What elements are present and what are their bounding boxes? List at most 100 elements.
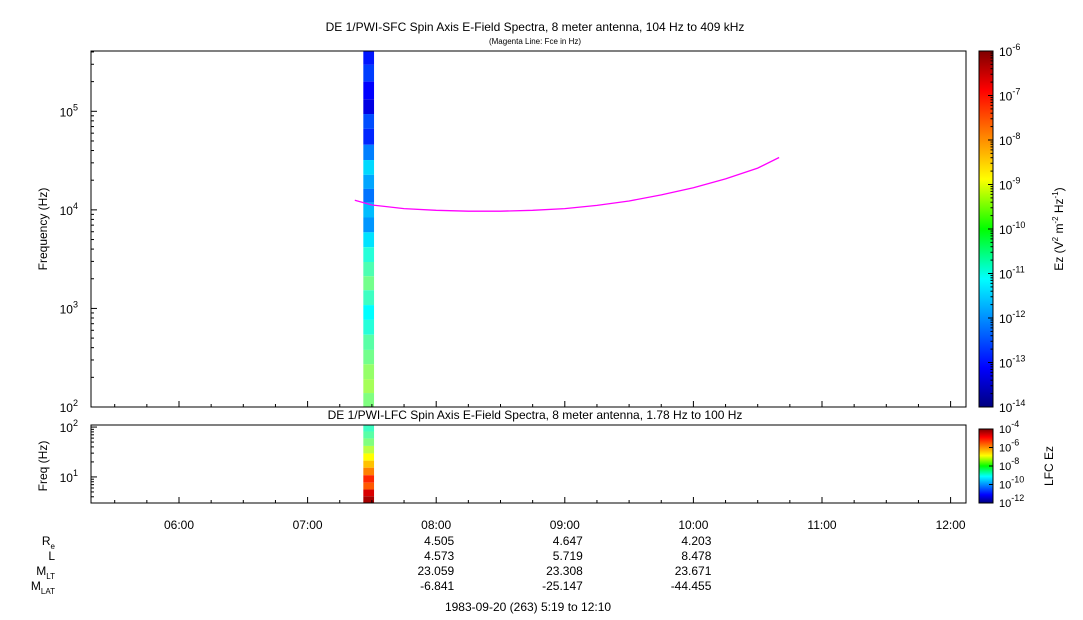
ephemeris-row-label: MLT	[36, 564, 55, 581]
spectrogram-cell	[363, 445, 375, 454]
spectrogram-cell	[363, 393, 375, 407]
bottom-panel-title: DE 1/PWI-LFC Spin Axis E-Field Spectra, …	[328, 408, 743, 422]
bottom-colorbar-label: LFC Ez	[1042, 446, 1056, 486]
x-tick-label: 06:00	[164, 518, 194, 532]
ephemeris-value: -44.455	[671, 579, 712, 593]
bottom-plot-frame	[90, 424, 967, 504]
x-tick-label: 07:00	[293, 518, 323, 532]
spectrogram-cell	[363, 217, 375, 233]
x-axis-ticks: 06:00 07:00 08:00 09:00 10:00 11:00 12:00	[114, 401, 966, 532]
spectrogram-cell	[363, 247, 375, 263]
top-panel-subtitle: (Magenta Line: Fce in Hz)	[489, 37, 581, 46]
spectrogram-cell	[363, 290, 375, 306]
top-y-axis-label: Frequency (Hz)	[36, 188, 50, 271]
top-colorbar-ticks: 10-14 10-13 10-12 10-11 10-10 10-9 10-8 10-7 10-…	[988, 42, 1025, 415]
colorbar-tick-label: 10-10	[999, 220, 1025, 237]
colorbar-tick-label: 10-6	[999, 438, 1019, 455]
spectrogram-cell	[363, 467, 375, 476]
spectrogram-cell	[363, 475, 375, 483]
y-tick-label: 102	[60, 398, 78, 415]
spectrogram-cell	[363, 496, 375, 503]
top-colorbar: 10-14 10-13 10-12 10-11 10-10 10-9 10-8 10-7 10-…	[978, 42, 1066, 415]
spectrogram-cell	[363, 232, 375, 248]
x-tick-label: 09:00	[550, 518, 580, 532]
x-tick-label: 08:00	[421, 518, 451, 532]
top-plot-frame	[90, 50, 967, 408]
ephemeris-value: 4.573	[424, 549, 454, 563]
spectrogram-cell	[363, 99, 375, 115]
spectrogram-cell	[363, 128, 375, 145]
spectrogram-cell	[363, 114, 375, 129]
ephemeris-value: 8.478	[681, 549, 711, 563]
y-tick-label: 101	[60, 468, 78, 485]
ephemeris-row-label: L	[48, 549, 55, 563]
top-colorbar-label: Ez (V2 m-2 Hz-1)	[1051, 187, 1066, 270]
ephemeris-value: 23.671	[675, 564, 712, 578]
ephemeris-value: 4.505	[424, 534, 454, 548]
spectrogram-cell	[363, 489, 375, 497]
bottom-panel: 101 102 Freq (Hz)	[36, 418, 967, 504]
spectrogram-cell	[363, 319, 375, 335]
fce-line	[354, 156, 780, 212]
footer-date-range: 1983-09-20 (263) 5:19 to 12:10	[445, 600, 611, 614]
spectrogram-cell	[363, 262, 375, 277]
ephemeris-value: 5.719	[553, 549, 583, 563]
y-tick-label: 104	[60, 201, 78, 218]
colorbar-tick-label: 10-14	[999, 398, 1025, 415]
spectrogram-cell	[363, 482, 375, 490]
top-panel: 102 103 104 105 Frequency (Hz)	[36, 50, 967, 415]
spectrogram-cell	[363, 305, 375, 320]
spectrogram-cell	[363, 438, 375, 446]
ephemeris-value: -25.147	[542, 579, 583, 593]
spectrogram-cell	[363, 160, 375, 175]
ephemeris-value: 4.647	[553, 534, 583, 548]
colorbar-tick-label: 10-13	[999, 354, 1025, 371]
colorbar-tick-label: 10-11	[999, 265, 1025, 282]
colorbar-tick-label: 10-8	[999, 456, 1019, 473]
ephemeris-value: 23.308	[546, 564, 583, 578]
spectrogram-cell	[363, 64, 375, 82]
bottom-y-ticks: 101 102	[60, 418, 97, 504]
y-tick-label: 102	[60, 418, 78, 435]
spectrogram-cell	[363, 276, 375, 291]
bottom-y-axis-label: Freq (Hz)	[36, 441, 50, 492]
top-y-ticks: 102 103 104 105	[60, 51, 97, 415]
colorbar-tick-label: 10-6	[999, 42, 1020, 59]
ephemeris-value: 4.203	[681, 534, 711, 548]
spectrogram-cell	[363, 379, 375, 394]
colorbar-tick-label: 10-7	[999, 87, 1020, 104]
colorbar-tick-label: 10-9	[999, 176, 1020, 193]
spectrogram-cell	[363, 364, 375, 380]
spectrogram-cell	[363, 144, 375, 161]
spectrogram-cell	[363, 202, 375, 218]
x-tick-label: 11:00	[807, 518, 836, 532]
spectrogram-cell	[363, 174, 375, 189]
spectrogram-cell	[363, 349, 375, 365]
spectrogram-cell	[363, 81, 375, 100]
spectrogram-cell	[363, 460, 375, 468]
spectrogram-cell	[363, 334, 375, 350]
spectrogram-cell	[363, 431, 375, 439]
spectrogram-cell	[363, 425, 375, 432]
colorbar-tick-label: 10-12	[999, 493, 1024, 510]
spectrogram-cell	[363, 188, 375, 203]
bottom-data-layer	[363, 425, 375, 503]
ephemeris-row-label: MLAT	[31, 579, 55, 596]
ephemeris-value: 23.059	[417, 564, 454, 578]
x-tick-label: 10:00	[678, 518, 708, 532]
y-tick-label: 105	[60, 102, 78, 119]
spectrogram-cell	[363, 51, 375, 65]
colorbar-tick-label: 10-12	[999, 309, 1025, 326]
spectrogram-cell	[363, 453, 375, 461]
top-data-layer	[354, 51, 780, 407]
colorbar-tick-label: 10-10	[999, 475, 1024, 492]
top-panel-title: DE 1/PWI-SFC Spin Axis E-Field Spectra, …	[326, 20, 745, 34]
y-tick-label: 103	[60, 299, 78, 316]
ephemeris-row-label: Re	[42, 534, 56, 551]
colorbar-tick-label: 10-4	[999, 419, 1019, 436]
ephemeris-value: -6.841	[420, 579, 454, 593]
